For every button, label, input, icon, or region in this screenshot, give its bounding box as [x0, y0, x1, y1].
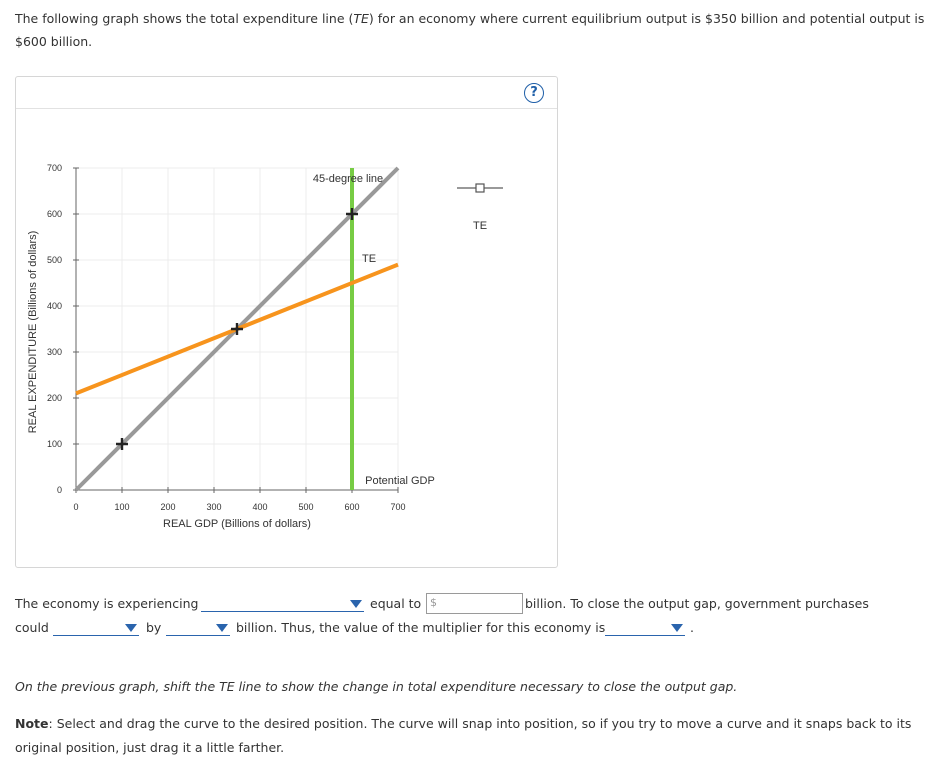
note-body: : Select and drag the curve to the desir… [15, 716, 912, 755]
question-text-7: . [690, 620, 694, 635]
question-text-6: billion. Thus, the value of the multipli… [236, 620, 606, 635]
legend-marker-icon [475, 183, 485, 193]
y-axis-label: REAL EXPENDITURE (Billions of dollars) [27, 231, 39, 434]
chevron-down-icon [125, 624, 137, 632]
y-tick-label: 700 [47, 163, 62, 173]
y-tick-label: 500 [47, 255, 62, 265]
question-text-4: could [15, 620, 49, 635]
y-tick-label: 400 [47, 301, 62, 311]
x-axis-label: REAL GDP (Billions of dollars) [163, 518, 311, 530]
x-tick-label: 500 [298, 502, 313, 512]
graph-panel-header: ? [16, 77, 557, 109]
forty-five-line-label: 45-degree line [313, 173, 383, 185]
crosshair-point-icon [231, 323, 243, 335]
y-tick-label: 300 [47, 347, 62, 357]
chevron-down-icon [350, 600, 362, 608]
te-legend-tool[interactable]: TE [457, 183, 503, 232]
te-curve-label: TE [362, 253, 376, 265]
x-tick-label: 100 [114, 502, 129, 512]
y-tick-label: 200 [47, 393, 62, 403]
x-tick-label: 300 [206, 502, 221, 512]
question-text-2: equal to [370, 596, 422, 611]
note-label: Note [15, 716, 49, 731]
tick-labels: 0 100 200 300 400 500 600 700 0 100 200 300 400 500 60… [47, 163, 406, 512]
crosshair-point-icon [116, 438, 128, 450]
chevron-down-icon [671, 624, 683, 632]
instruction-text: On the previous graph, shift the TE line… [15, 679, 738, 694]
question-text-3: billion. To close the output gap, govern… [525, 596, 869, 611]
purchase-amount-dropdown[interactable] [166, 619, 230, 636]
purchase-direction-dropdown[interactable] [53, 619, 139, 636]
question-text-5: by [146, 620, 162, 635]
question-text-1: The economy is experiencing [15, 596, 199, 611]
crosshair-point-icon [346, 208, 358, 220]
chevron-down-icon [216, 624, 228, 632]
x-tick-label: 600 [344, 502, 359, 512]
gap-amount-field[interactable]: $ [426, 593, 523, 614]
y-tick-label: 100 [47, 439, 62, 449]
gap-type-dropdown[interactable] [201, 595, 364, 612]
potential-gdp-label: Potential GDP [365, 475, 435, 487]
gap-amount-input[interactable] [439, 595, 521, 612]
y-tick-label: 600 [47, 209, 62, 219]
y-tick-label: 0 [57, 485, 62, 495]
intro-text: The following graph shows the total expe… [15, 11, 925, 49]
x-tick-label: 700 [390, 502, 405, 512]
x-tick-label: 400 [252, 502, 267, 512]
x-tick-label: 200 [160, 502, 175, 512]
help-icon[interactable]: ? [524, 83, 544, 103]
legend-label: TE [473, 220, 487, 232]
drag-points [116, 208, 358, 450]
currency-symbol: $ [430, 596, 437, 609]
te-abbreviation: TE [353, 11, 369, 26]
x-tick-label: 0 [73, 502, 78, 512]
graph-panel: ? [15, 76, 558, 568]
note-text: Note: Select and drag the curve to the d… [15, 712, 927, 760]
multiplier-dropdown[interactable] [605, 619, 685, 636]
